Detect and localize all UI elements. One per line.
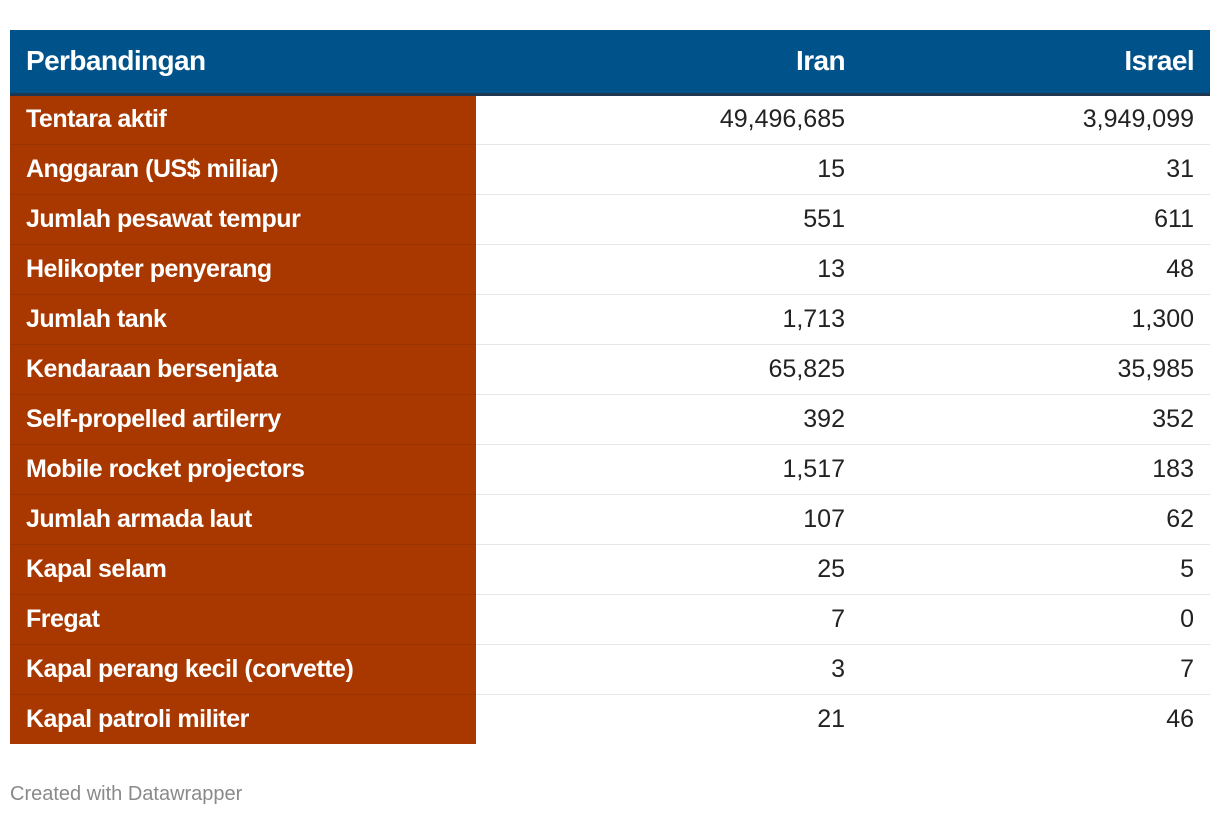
value-iran: 13	[476, 244, 861, 295]
value-iran: 1,713	[476, 294, 861, 345]
value-iran: 25	[476, 544, 861, 595]
row-label: Anggaran (US$ miliar)	[10, 144, 476, 195]
row-label: Mobile rocket projectors	[10, 444, 476, 495]
header-row: Perbandingan Iran Israel	[10, 30, 1210, 96]
table-row: Kapal selam 25 5	[10, 544, 1210, 595]
table-body: Tentara aktif 49,496,685 3,949,099 Angga…	[10, 94, 1210, 744]
datawrapper-credit: Created with Datawrapper	[10, 783, 243, 805]
row-label: Self-propelled artilerry	[10, 394, 476, 445]
value-iran: 1,517	[476, 444, 861, 495]
row-label: Kendaraan bersenjata	[10, 344, 476, 395]
row-label: Fregat	[10, 594, 476, 645]
table-row: Kapal perang kecil (corvette) 3 7	[10, 644, 1210, 695]
value-israel: 3,949,099	[861, 94, 1210, 145]
value-israel: 611	[861, 194, 1210, 245]
value-iran: 3	[476, 644, 861, 695]
value-israel: 31	[861, 144, 1210, 195]
row-label: Kapal patroli militer	[10, 694, 476, 744]
value-iran: 392	[476, 394, 861, 445]
value-israel: 352	[861, 394, 1210, 445]
value-israel: 35,985	[861, 344, 1210, 395]
row-label: Jumlah tank	[10, 294, 476, 345]
value-iran: 107	[476, 494, 861, 545]
value-iran: 7	[476, 594, 861, 645]
table-row: Fregat 7 0	[10, 594, 1210, 645]
comparison-table-chart: Perbandingan Iran Israel Tentara aktif 4…	[10, 30, 1210, 744]
table-row: Jumlah armada laut 107 62	[10, 494, 1210, 545]
value-iran: 21	[817, 704, 845, 733]
value-israel: 183	[861, 444, 1210, 495]
table-header: Perbandingan Iran Israel	[10, 30, 1210, 96]
row-label: Jumlah armada laut	[10, 494, 476, 545]
value-iran: 15	[476, 144, 861, 195]
table-row: Kendaraan bersenjata 65,825 35,985	[10, 344, 1210, 395]
table-row: Anggaran (US$ miliar) 15 31	[10, 144, 1210, 195]
row-label: Kapal perang kecil (corvette)	[10, 644, 476, 695]
row-label: Helikopter penyerang	[10, 244, 476, 295]
header-cell-israel[interactable]: Israel	[861, 30, 1210, 96]
value-israel: 0	[861, 594, 1210, 645]
table-row: Tentara aktif 49,496,685 3,949,099	[10, 94, 1210, 145]
value-israel: 46	[1166, 704, 1194, 733]
row-label: Jumlah pesawat tempur	[10, 194, 476, 245]
row-label: Tentara aktif	[10, 94, 476, 145]
table-row: Mobile rocket projectors 1,517 183	[10, 444, 1210, 495]
header-cell-perbandingan[interactable]: Perbandingan	[10, 30, 476, 96]
header-cell-iran[interactable]: Iran	[476, 30, 861, 96]
table-row: Jumlah pesawat tempur 551 611	[10, 194, 1210, 245]
value-israel: 5	[861, 544, 1210, 595]
value-israel: 48	[861, 244, 1210, 295]
value-israel: 1,300	[861, 294, 1210, 345]
table-row: Helikopter penyerang 13 48	[10, 244, 1210, 295]
value-iran: 65,825	[476, 344, 861, 395]
table-row: Kapal patroli militer 21 46	[10, 694, 1210, 744]
value-israel: 7	[861, 644, 1210, 695]
row-label: Kapal selam	[10, 544, 476, 595]
table-row: Jumlah tank 1,713 1,300	[10, 294, 1210, 345]
value-iran: 49,496,685	[476, 94, 861, 145]
table-row: Self-propelled artilerry 392 352	[10, 394, 1210, 445]
comparison-table: Perbandingan Iran Israel Tentara aktif 4…	[10, 30, 1210, 744]
value-israel: 62	[861, 494, 1210, 545]
value-iran: 551	[476, 194, 861, 245]
